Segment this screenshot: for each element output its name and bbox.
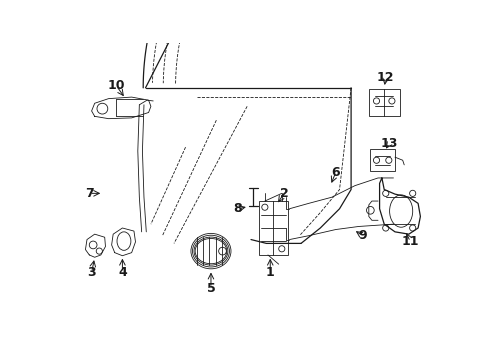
Text: 9: 9	[358, 229, 366, 242]
Text: 5: 5	[206, 282, 215, 294]
Text: 10: 10	[107, 79, 125, 92]
Text: 13: 13	[380, 137, 397, 150]
Text: 12: 12	[376, 71, 394, 84]
Text: 4: 4	[118, 266, 126, 279]
Text: 1: 1	[265, 266, 274, 279]
Bar	[369, 149, 394, 171]
Text: 7: 7	[85, 187, 94, 200]
Text: 3: 3	[87, 266, 96, 279]
Text: 11: 11	[401, 235, 418, 248]
Bar	[368, 89, 399, 116]
Text: 8: 8	[233, 202, 242, 215]
Text: 2: 2	[279, 187, 288, 200]
Bar	[258, 201, 287, 255]
Text: 6: 6	[331, 166, 339, 179]
